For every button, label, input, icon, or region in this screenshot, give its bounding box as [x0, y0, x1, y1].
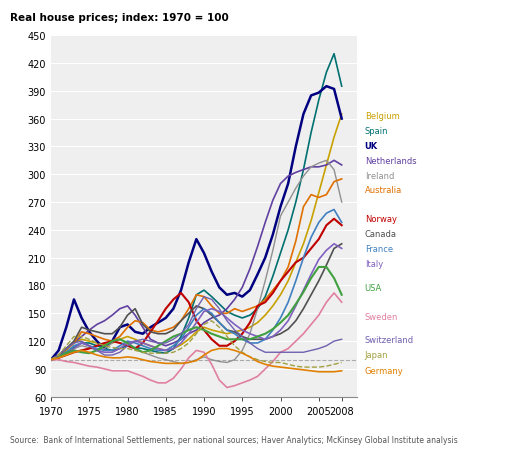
- Text: Canada: Canada: [364, 230, 396, 239]
- Text: Sweden: Sweden: [364, 312, 397, 321]
- Text: Norway: Norway: [364, 215, 396, 224]
- Text: Source:  Bank of International Settlements, per national sources; Haver Analytic: Source: Bank of International Settlement…: [10, 435, 457, 444]
- Text: UK: UK: [364, 142, 377, 151]
- Text: Ireland: Ireland: [364, 171, 393, 180]
- Text: USA: USA: [364, 283, 381, 292]
- Text: Japan: Japan: [364, 350, 387, 359]
- Text: Switzerland: Switzerland: [364, 335, 413, 344]
- Text: Australia: Australia: [364, 186, 401, 195]
- Text: Real house prices; index: 1970 = 100: Real house prices; index: 1970 = 100: [10, 13, 229, 23]
- Text: Belgium: Belgium: [364, 112, 399, 121]
- Text: France: France: [364, 244, 392, 253]
- Text: Netherlands: Netherlands: [364, 156, 415, 166]
- Text: Italy: Italy: [364, 259, 382, 268]
- Text: Spain: Spain: [364, 127, 387, 136]
- Text: Germany: Germany: [364, 367, 403, 376]
